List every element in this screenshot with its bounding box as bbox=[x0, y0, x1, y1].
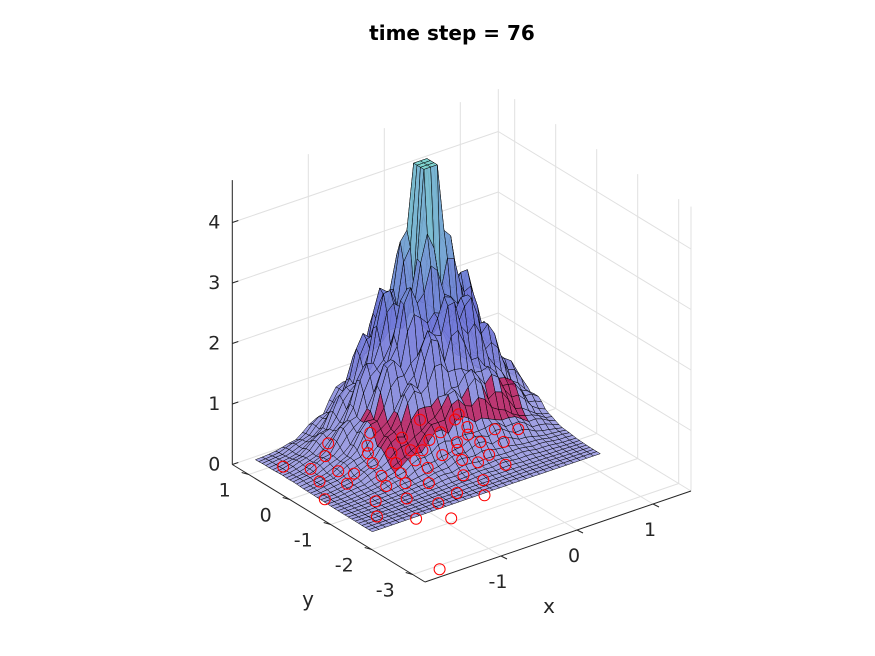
scatter-point bbox=[375, 469, 388, 482]
axes-lines bbox=[231, 180, 692, 583]
scatter-point bbox=[477, 474, 490, 487]
scatter-point bbox=[395, 431, 408, 444]
scatter-point bbox=[422, 477, 435, 490]
scatter-point bbox=[457, 469, 470, 482]
scatter-point bbox=[423, 434, 436, 446]
y-tick-label: 1 bbox=[219, 480, 231, 502]
scatter-point bbox=[313, 475, 326, 488]
scatter-point bbox=[499, 458, 512, 471]
scatter-point bbox=[362, 447, 374, 460]
scatter-point bbox=[432, 497, 445, 510]
y-tick-mark bbox=[405, 572, 413, 575]
scatter-point bbox=[394, 467, 407, 480]
y-tick-label: -1 bbox=[294, 530, 313, 552]
scatter-point bbox=[304, 462, 317, 475]
z-tick-label: 1 bbox=[208, 393, 220, 415]
scatter-point bbox=[445, 512, 458, 525]
surface-patch bbox=[368, 527, 380, 532]
z-tick-mark bbox=[232, 341, 239, 344]
scatter-point bbox=[436, 449, 449, 462]
x-tick-mark bbox=[652, 503, 660, 508]
scatter-point bbox=[450, 436, 463, 449]
y-axis-label: y bbox=[302, 587, 314, 611]
scatter-point bbox=[318, 493, 331, 506]
z-tick-mark bbox=[232, 280, 239, 284]
y-tick-mark bbox=[364, 547, 372, 550]
y-tick-mark bbox=[323, 522, 331, 525]
scatter-point bbox=[462, 428, 474, 441]
grid-line bbox=[498, 312, 692, 431]
grid-line bbox=[232, 131, 499, 223]
scatter-point bbox=[341, 477, 353, 490]
y-tick-mark bbox=[282, 497, 290, 500]
x-tick-label: 0 bbox=[568, 545, 580, 567]
scatter-point bbox=[400, 492, 413, 505]
grid-line bbox=[498, 131, 692, 250]
z-tick-mark bbox=[232, 220, 239, 223]
scatter-point bbox=[369, 495, 382, 508]
scatter-point bbox=[474, 436, 487, 449]
y-axis-line bbox=[232, 464, 426, 583]
scatter-point bbox=[409, 454, 422, 467]
scatter-point bbox=[361, 439, 374, 452]
z-tick-mark bbox=[232, 401, 239, 405]
scatter-point bbox=[488, 423, 501, 436]
scatter-point bbox=[451, 443, 464, 456]
scatter-point bbox=[348, 467, 360, 480]
scatter-point bbox=[319, 450, 332, 463]
grid-line bbox=[232, 191, 499, 284]
scatter-point bbox=[421, 461, 434, 474]
x-axis-line bbox=[424, 490, 692, 583]
scatter-point bbox=[512, 423, 525, 436]
scatter-point bbox=[380, 480, 393, 492]
z-tick-label: 2 bbox=[208, 333, 220, 355]
scatter-point bbox=[434, 426, 447, 439]
x-tick-label: 1 bbox=[644, 519, 656, 541]
scatter-point bbox=[451, 487, 463, 499]
z-tick-mark bbox=[232, 462, 239, 465]
z-tick-label: 3 bbox=[208, 272, 220, 294]
z-tick-label: 4 bbox=[208, 212, 220, 234]
scatter-point bbox=[449, 413, 462, 426]
scatter-point bbox=[461, 421, 474, 433]
scatter-point bbox=[385, 447, 398, 459]
y-tick-label: -2 bbox=[335, 555, 354, 577]
scatter-markers bbox=[277, 408, 525, 576]
scatter-point bbox=[332, 465, 345, 478]
y-tick-mark bbox=[241, 472, 249, 475]
scatter-point bbox=[364, 426, 377, 439]
scatter-point bbox=[414, 413, 426, 426]
scatter-point bbox=[277, 460, 290, 473]
grid-line bbox=[371, 458, 638, 550]
scatter-point bbox=[433, 563, 446, 576]
scatter-point bbox=[370, 510, 383, 523]
x-axis-label: x bbox=[543, 594, 555, 618]
chart-title: time step = 76 bbox=[369, 21, 535, 45]
x-tick-mark bbox=[576, 529, 584, 534]
scatter-point bbox=[390, 457, 403, 470]
scatter-point bbox=[366, 457, 379, 470]
scatter-point bbox=[478, 489, 491, 502]
scatter-point bbox=[399, 477, 412, 490]
grid-line bbox=[412, 483, 679, 575]
scatter-point bbox=[456, 454, 469, 466]
scatter-point bbox=[483, 448, 496, 461]
scatter-point bbox=[497, 435, 510, 448]
scatter-point bbox=[322, 437, 335, 450]
y-tick-label: 0 bbox=[260, 505, 272, 527]
scatter-point bbox=[404, 444, 417, 457]
scatter-point bbox=[472, 456, 484, 469]
z-tick-label: 0 bbox=[208, 454, 220, 476]
grid-line bbox=[498, 252, 692, 371]
x-tick-mark bbox=[500, 555, 508, 560]
scatter-point bbox=[410, 512, 423, 525]
tick-labels: -1 0 1 1 0 -1 -2 -3 0 1 2 3 4 bbox=[208, 212, 656, 602]
x-tick-label: -1 bbox=[489, 571, 508, 593]
y-tick-label: -3 bbox=[376, 580, 395, 602]
scatter-point bbox=[416, 444, 429, 457]
grid-line bbox=[498, 191, 692, 310]
